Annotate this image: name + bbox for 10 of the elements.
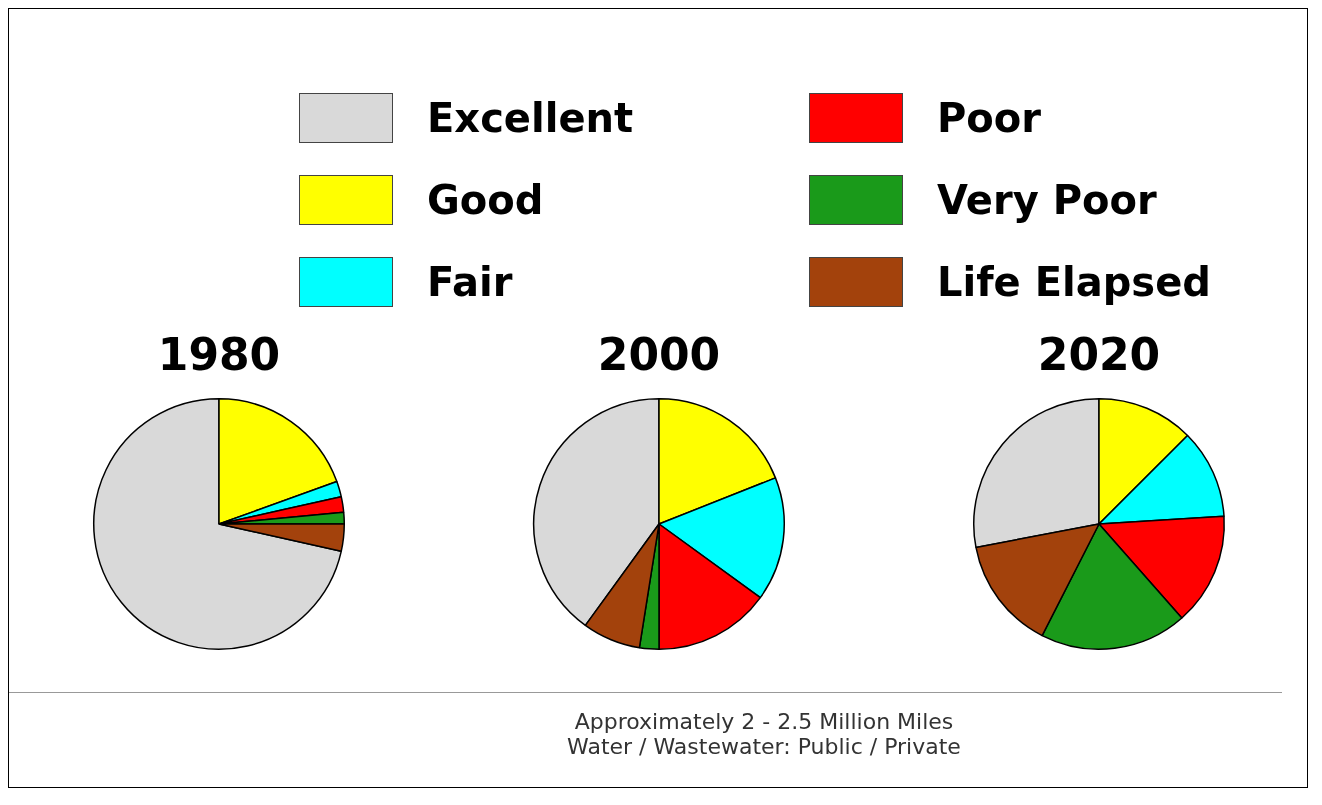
chart-title: 2000 [597,329,721,380]
text: Approximately 2 - 2.5 Million Miles Water / Wastewater: Public / Private [566,709,962,759]
legend-label: Life Elapsed [937,259,1211,305]
legend-label: Good [427,177,544,223]
text: 1980 [157,329,281,380]
legend-label: Excellent [427,95,634,141]
chart-title: 2020 [1037,329,1161,380]
legend-label: Very Poor [937,177,1157,223]
legend-label: Poor [937,95,1042,141]
legend-label: Fair [427,259,513,305]
